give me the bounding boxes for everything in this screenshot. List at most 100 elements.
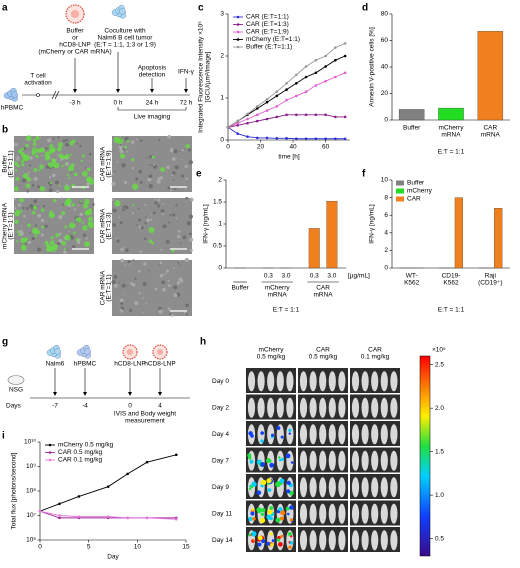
signal bbox=[278, 458, 282, 462]
point bbox=[38, 509, 42, 513]
texture bbox=[143, 262, 147, 266]
gfp-cell bbox=[132, 183, 139, 190]
texture bbox=[131, 140, 135, 144]
panel-label: a bbox=[2, 3, 8, 14]
signal bbox=[289, 518, 294, 522]
x-tick-label: (CD19⁺) bbox=[478, 280, 502, 287]
step-label: Nalm6 B cell tumor bbox=[98, 35, 154, 42]
gfp-cell bbox=[64, 225, 68, 229]
texture bbox=[28, 164, 32, 167]
texture bbox=[134, 300, 139, 305]
y-axis-label: IFN-γ [ng/mL] bbox=[203, 204, 210, 244]
point bbox=[343, 115, 347, 119]
x-tick-label: 5 bbox=[87, 544, 91, 551]
gfp-cell bbox=[148, 239, 153, 244]
mouse bbox=[328, 477, 336, 498]
texture bbox=[122, 208, 125, 212]
colorbar-tick-label: 1.0 bbox=[435, 492, 444, 499]
texture bbox=[154, 201, 158, 205]
gfp-cell bbox=[18, 149, 23, 154]
signal bbox=[260, 439, 264, 443]
point bbox=[334, 75, 337, 79]
texture bbox=[184, 257, 189, 263]
texture bbox=[60, 159, 62, 162]
texture bbox=[57, 242, 61, 246]
gfp-cell bbox=[126, 139, 130, 143]
gfp-cell bbox=[56, 146, 62, 152]
signal bbox=[280, 510, 286, 516]
arrow-head bbox=[128, 392, 132, 396]
column-label: 0.1 mg/kg bbox=[361, 354, 390, 361]
mouse-icon bbox=[7, 375, 25, 385]
bar bbox=[308, 228, 320, 269]
signal bbox=[259, 517, 266, 524]
mouse bbox=[380, 503, 388, 524]
legend-marker bbox=[236, 45, 240, 49]
texture bbox=[138, 169, 143, 174]
texture bbox=[180, 242, 182, 244]
point bbox=[77, 495, 81, 498]
gfp-cell bbox=[13, 186, 19, 192]
signal bbox=[260, 431, 265, 435]
signal bbox=[289, 541, 294, 545]
signal bbox=[271, 539, 275, 543]
texture bbox=[77, 204, 79, 207]
arrow-head bbox=[150, 89, 154, 93]
bar bbox=[326, 200, 338, 269]
gfp-cell bbox=[84, 210, 90, 216]
gfp-cell bbox=[131, 158, 135, 162]
legend-label: CAR (E:T=1:9) bbox=[246, 29, 289, 36]
point bbox=[174, 517, 178, 521]
signal bbox=[276, 538, 281, 542]
texture bbox=[27, 171, 30, 174]
texture bbox=[173, 149, 178, 154]
micrograph-label: (E:T=1:1) bbox=[8, 212, 15, 239]
texture bbox=[14, 207, 17, 210]
gfp-cell bbox=[21, 159, 25, 164]
signal bbox=[280, 516, 284, 521]
step-label: detection bbox=[139, 72, 166, 79]
mouse bbox=[338, 477, 346, 498]
texture bbox=[181, 148, 185, 152]
micrograph-label: CAR mRNA bbox=[100, 146, 107, 181]
texture bbox=[153, 163, 156, 166]
texture bbox=[167, 135, 172, 139]
gfp-cell bbox=[71, 203, 76, 207]
break bbox=[51, 90, 57, 100]
gfp-cell bbox=[48, 161, 54, 168]
point bbox=[285, 98, 288, 102]
signal bbox=[276, 426, 281, 430]
legend-swatch bbox=[396, 188, 404, 194]
texture bbox=[185, 177, 188, 180]
texture bbox=[124, 293, 126, 295]
point bbox=[285, 137, 288, 140]
signal bbox=[251, 531, 257, 537]
x-tick-label: Buffer bbox=[403, 125, 421, 132]
texture bbox=[146, 218, 150, 223]
day-label: 0 bbox=[128, 403, 132, 410]
texture bbox=[120, 152, 122, 154]
point bbox=[334, 137, 337, 141]
point bbox=[246, 135, 249, 138]
texture bbox=[175, 217, 178, 220]
texture bbox=[170, 313, 174, 317]
gfp-cell bbox=[73, 231, 76, 235]
texture bbox=[189, 197, 194, 202]
texture bbox=[23, 147, 27, 150]
legend-label: mCherry bbox=[407, 188, 433, 195]
texture bbox=[150, 213, 152, 216]
measurement-label: measurement bbox=[125, 418, 165, 425]
point bbox=[174, 453, 178, 457]
x-tick-label: WT- bbox=[406, 273, 418, 280]
point bbox=[246, 121, 249, 125]
texture bbox=[164, 272, 167, 275]
texture bbox=[147, 177, 152, 182]
texture bbox=[120, 247, 124, 252]
texture bbox=[159, 248, 162, 251]
texture bbox=[177, 261, 180, 264]
panel-label: i bbox=[2, 431, 5, 442]
row-label: Day 11 bbox=[212, 510, 232, 517]
signal bbox=[260, 462, 266, 467]
arrow-head bbox=[184, 89, 188, 93]
mouse bbox=[380, 530, 388, 551]
